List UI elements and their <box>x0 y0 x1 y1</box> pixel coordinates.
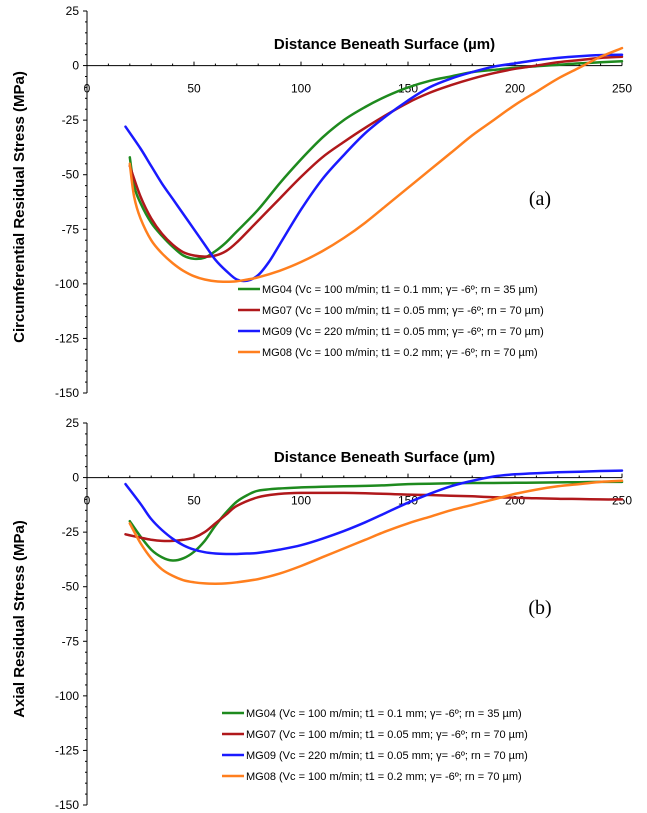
series-line-mg08 <box>128 46 624 283</box>
legend-label: MG07 (Vc = 100 m/min; t1 = 0.05 mm; γ= -… <box>246 729 528 741</box>
series-line-mg07 <box>124 491 624 543</box>
legend: MG04 (Vc = 100 m/min; t1 = 0.1 mm; γ= -6… <box>222 708 528 783</box>
legend-label: MG08 (Vc = 100 m/min; t1 = 0.2 mm; γ= -6… <box>262 347 538 359</box>
legend-label: MG09 (Vc = 220 m/min; t1 = 0.05 mm; γ= -… <box>262 326 544 338</box>
x-axis-title: Distance Beneath Surface (µm) <box>274 449 495 466</box>
y-tick-label: -125 <box>55 331 79 345</box>
y-axis-title: Axial Residual Stress (MPa) <box>11 520 28 718</box>
x-tick-label: 50 <box>187 82 201 96</box>
x-tick-label: 100 <box>291 494 311 508</box>
y-tick-label: -75 <box>62 222 80 236</box>
y-axis-title: Circumferential Residual Stress (MPa) <box>11 71 28 343</box>
series-line-mg04 <box>128 480 624 562</box>
panel-label: (b) <box>528 597 551 619</box>
panel-label: (a) <box>529 188 551 210</box>
x-tick-label: 0 <box>84 82 91 96</box>
series-line-mg04 <box>128 59 624 261</box>
series-line-mg09 <box>124 469 624 556</box>
y-tick-label: 0 <box>72 471 79 485</box>
series-line-mg08 <box>128 479 624 585</box>
y-tick-label: -150 <box>55 798 79 812</box>
y-tick-label: -50 <box>62 580 80 594</box>
y-tick-label: 0 <box>72 59 79 73</box>
y-tick-label: -150 <box>55 386 79 400</box>
y-tick-label: -125 <box>55 743 79 757</box>
legend-label: MG04 (Vc = 100 m/min; t1 = 0.1 mm; γ= -6… <box>246 708 522 720</box>
legend-label: MG04 (Vc = 100 m/min; t1 = 0.1 mm; γ= -6… <box>262 284 538 296</box>
y-tick-label: 25 <box>66 4 80 18</box>
legend-label: MG07 (Vc = 100 m/min; t1 = 0.05 mm; γ= -… <box>262 305 544 317</box>
x-axis-title: Distance Beneath Surface (µm) <box>274 36 495 53</box>
x-tick-label: 50 <box>187 494 201 508</box>
x-tick-label: 200 <box>505 82 525 96</box>
y-tick-label: -75 <box>62 634 80 648</box>
legend-label: MG09 (Vc = 220 m/min; t1 = 0.05 mm; γ= -… <box>246 750 528 762</box>
y-tick-label: -100 <box>55 689 79 703</box>
x-tick-label: 100 <box>291 82 311 96</box>
legend-label: MG08 (Vc = 100 m/min; t1 = 0.2 mm; γ= -6… <box>246 771 522 783</box>
y-tick-label: -25 <box>62 113 80 127</box>
series-line-mg09 <box>124 53 624 283</box>
y-tick-label: -25 <box>62 525 80 539</box>
x-tick-label: 250 <box>612 82 632 96</box>
y-tick-label: -100 <box>55 277 79 291</box>
legend: MG04 (Vc = 100 m/min; t1 = 0.1 mm; γ= -6… <box>238 284 544 359</box>
series-line-mg07 <box>128 55 624 258</box>
x-tick-label: 0 <box>84 494 91 508</box>
y-tick-label: -50 <box>62 168 80 182</box>
y-tick-label: 25 <box>66 416 80 430</box>
